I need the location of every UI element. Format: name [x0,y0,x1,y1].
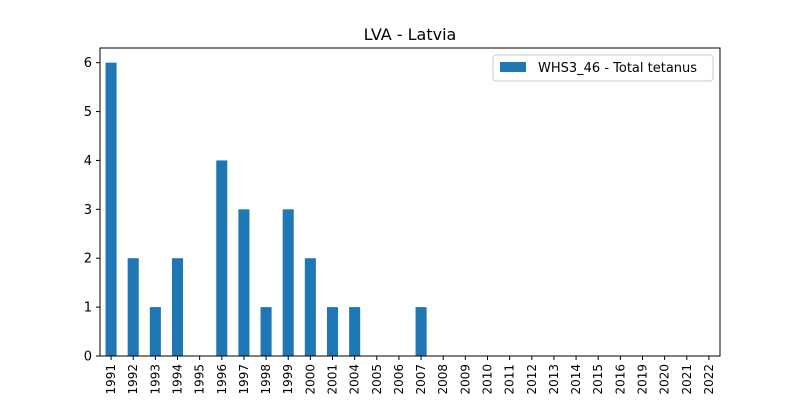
bar-2001 [326,307,339,356]
x-axis: 1991 1992 1993 1994 1995 1996 1997 1998 1999 2000… [104,356,716,395]
x-tick-label-1996: 1996 [215,364,229,395]
bar-2004 [349,307,361,356]
x-tick-label-1993: 1993 [148,364,162,395]
x-tick-label-2001: 2001 [326,364,340,395]
bar-2007 [415,307,427,356]
x-tick-label-2016: 2016 [613,364,627,395]
x-tick-label-2004: 2004 [348,364,362,395]
y-tick-label-1: 1 [84,301,92,316]
legend-box [492,54,714,82]
y-tick-label-2: 2 [84,252,92,267]
x-tick-label-2014: 2014 [569,364,583,395]
x-tick-label-2011: 2011 [503,364,517,395]
x-tick-label-1992: 1992 [126,364,140,395]
bars-layer [105,62,427,357]
y-axis: 0 1 2 3 4 5 6 [84,56,100,365]
x-tick-label-2006: 2006 [392,364,406,395]
x-tick-label-1997: 1997 [237,364,251,395]
bar-1996 [216,160,228,356]
plot-frame [99,47,721,357]
bar-1993 [149,307,161,356]
x-tick-label-2019: 2019 [636,364,650,395]
bar-1992 [127,258,139,356]
bar-1991 [105,62,117,357]
legend-swatch [500,62,526,72]
x-tick-label-2005: 2005 [370,364,384,395]
x-tick-label-1991: 1991 [104,364,118,395]
x-tick-label-2012: 2012 [525,364,539,395]
legend-label: WHS3_46 - Total tetanus [538,61,697,76]
bar-1994 [171,258,184,356]
y-tick-label-6: 6 [84,56,92,71]
bar-1999 [282,209,294,356]
x-tick-label-2009: 2009 [458,364,472,395]
x-tick-label-1994: 1994 [171,364,185,395]
bar-2000 [304,258,316,356]
y-tick-label-0: 0 [84,350,92,365]
legend: WHS3_46 - Total tetanus [492,54,714,82]
chart-title: LVA - Latvia [364,25,457,44]
x-tick-label-2013: 2013 [547,364,561,395]
x-tick-label-2022: 2022 [702,364,716,395]
bar-1997 [238,209,250,356]
y-tick-label-5: 5 [84,105,92,120]
x-tick-label-2008: 2008 [436,364,450,395]
x-tick-label-1995: 1995 [193,364,207,395]
x-tick-label-2015: 2015 [591,364,605,395]
y-tick-label-4: 4 [84,154,92,169]
x-tick-label-1998: 1998 [259,364,273,395]
x-tick-label-2010: 2010 [481,364,495,395]
bar-1998 [260,307,272,356]
x-tick-label-2021: 2021 [680,364,694,395]
x-tick-label-2020: 2020 [658,364,672,395]
y-tick-label-3: 3 [84,203,92,218]
x-tick-label-1999: 1999 [281,364,295,395]
x-tick-label-2000: 2000 [303,364,317,395]
x-tick-label-2007: 2007 [414,364,428,395]
